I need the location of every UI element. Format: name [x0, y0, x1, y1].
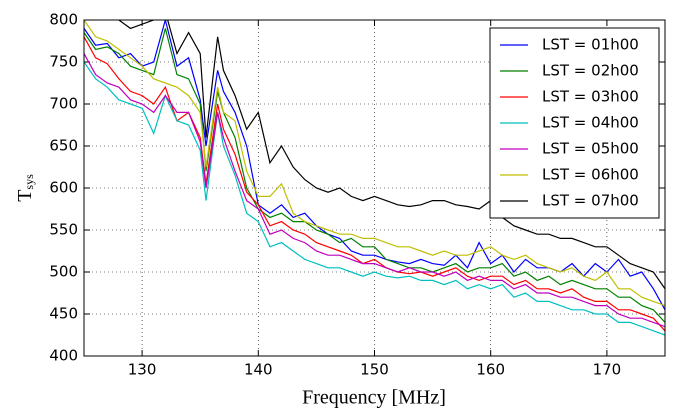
plot-area — [84, 20, 665, 336]
x-tick-label: 170 — [593, 361, 622, 379]
y-tick-label: 800 — [49, 11, 78, 29]
y-axis-label: Tsys — [14, 174, 36, 202]
y-tick-label: 650 — [49, 137, 78, 155]
legend-label: LST = 02h00 — [542, 62, 639, 80]
y-tick-label: 550 — [49, 221, 78, 239]
series-line — [84, 20, 665, 311]
legend-label: LST = 07h00 — [542, 192, 639, 210]
x-tick-label: 140 — [244, 361, 273, 379]
series-line — [84, 61, 665, 336]
legend-label: LST = 04h00 — [542, 114, 639, 132]
y-axis-label-main: T — [14, 190, 36, 202]
legend-label: LST = 01h00 — [542, 36, 639, 54]
y-tick-label: 500 — [49, 263, 78, 281]
series-line — [84, 36, 665, 332]
plot-frame — [83, 19, 666, 357]
series-line — [84, 20, 665, 307]
series-line — [84, 53, 665, 328]
legend-label: LST = 03h00 — [542, 88, 639, 106]
y-tick-label: 600 — [49, 179, 78, 197]
y-tick-label: 750 — [49, 53, 78, 71]
y-tick-label: 450 — [49, 305, 78, 323]
legend-label: LST = 06h00 — [542, 166, 639, 184]
legend-label: LST = 05h00 — [542, 140, 639, 158]
x-tick-label: 130 — [128, 361, 157, 379]
legend: LST = 01h00 LST = 02h00 LST = 03h00 LST = 0… — [489, 27, 660, 219]
series-line — [84, 28, 665, 323]
y-tick-label: 400 — [49, 347, 78, 365]
x-axis-label: Frequency [MHz] — [302, 387, 446, 409]
x-tick-label: 150 — [360, 361, 389, 379]
y-tick-label: 700 — [49, 95, 78, 113]
y-axis-label-sub: sys — [22, 174, 36, 190]
series-line — [94, 20, 665, 290]
x-tick-label: 160 — [476, 361, 505, 379]
